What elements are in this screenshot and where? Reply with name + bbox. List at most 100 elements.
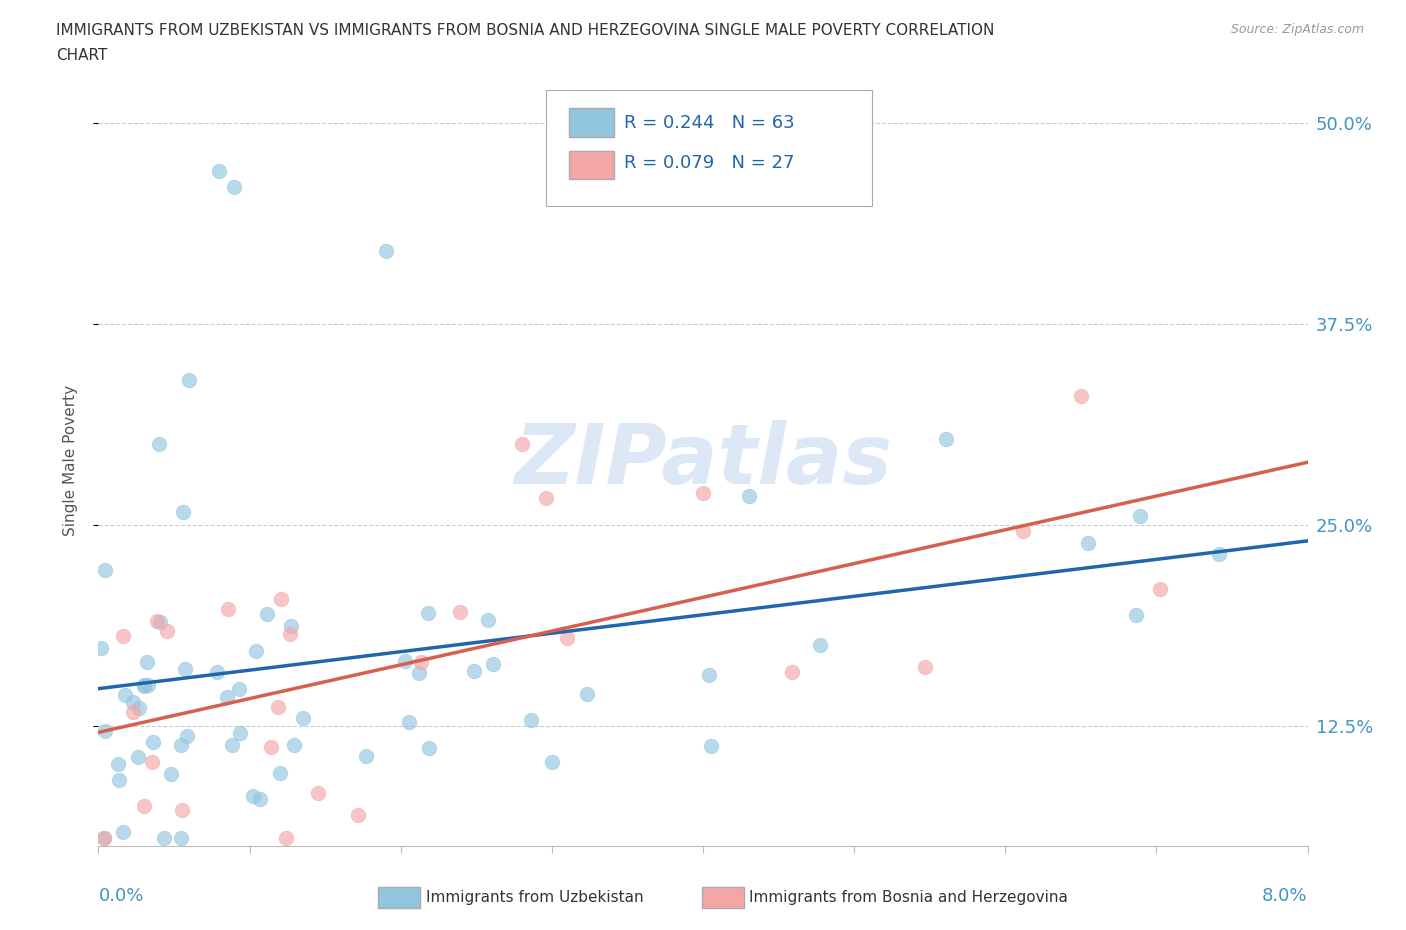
Point: [1011, 524, 1033, 538]
Point: [179, 373, 201, 388]
Y-axis label: Single Male Poverty: Single Male Poverty: [63, 385, 77, 536]
Point: [112, 629, 135, 644]
Point: [738, 488, 761, 503]
Text: Immigrants from Bosnia and Herzegovina: Immigrants from Bosnia and Herzegovina: [749, 890, 1069, 905]
Point: [541, 755, 564, 770]
Point: [1208, 546, 1230, 561]
Point: [132, 679, 155, 694]
Point: [107, 757, 129, 772]
Text: R = 0.079   N = 27: R = 0.079 N = 27: [624, 154, 794, 172]
Point: [700, 738, 723, 753]
Point: [149, 615, 172, 630]
FancyBboxPatch shape: [569, 151, 613, 179]
Point: [90, 641, 112, 656]
Point: [267, 699, 290, 714]
Point: [534, 490, 557, 505]
Point: [94, 563, 117, 578]
Point: [408, 665, 430, 680]
Point: [449, 604, 471, 619]
Point: [256, 606, 278, 621]
Point: [208, 164, 231, 179]
Point: [122, 705, 145, 720]
Text: Source: ZipAtlas.com: Source: ZipAtlas.com: [1230, 23, 1364, 36]
Point: [394, 653, 416, 668]
Point: [153, 830, 176, 845]
Point: [411, 655, 433, 670]
Point: [173, 661, 195, 676]
Point: [215, 690, 238, 705]
Point: [156, 623, 179, 638]
Point: [283, 737, 305, 752]
Point: [280, 618, 302, 633]
Point: [418, 740, 440, 755]
Point: [519, 712, 541, 727]
Point: [1129, 508, 1152, 523]
Point: [1149, 582, 1171, 597]
Point: [132, 798, 155, 813]
Point: [170, 737, 193, 752]
Point: [307, 786, 329, 801]
Point: [260, 739, 283, 754]
Point: [269, 765, 291, 780]
Point: [128, 700, 150, 715]
Point: [575, 686, 598, 701]
Point: [477, 613, 499, 628]
Point: [935, 432, 957, 446]
Point: [224, 179, 246, 194]
Point: [217, 602, 239, 617]
Point: [136, 654, 159, 669]
Point: [93, 830, 115, 845]
Point: [808, 638, 831, 653]
Point: [1077, 535, 1099, 550]
Point: [148, 437, 170, 452]
Point: [228, 682, 250, 697]
Point: [416, 605, 439, 620]
Point: [692, 485, 714, 500]
Point: [221, 737, 243, 752]
Point: [146, 614, 169, 629]
Point: [122, 694, 145, 709]
Point: [510, 437, 533, 452]
Point: [229, 726, 252, 741]
Point: [292, 711, 315, 725]
Point: [782, 664, 804, 679]
Point: [347, 807, 370, 822]
Point: [697, 668, 720, 683]
Text: CHART: CHART: [56, 48, 108, 63]
Text: 0.0%: 0.0%: [98, 886, 143, 905]
Point: [274, 830, 297, 845]
Text: Immigrants from Uzbekistan: Immigrants from Uzbekistan: [426, 890, 644, 905]
Point: [136, 677, 159, 692]
Point: [160, 766, 183, 781]
Text: ZIPatlas: ZIPatlas: [515, 419, 891, 501]
Point: [93, 830, 115, 845]
Point: [914, 659, 936, 674]
Point: [482, 657, 505, 671]
Point: [249, 791, 271, 806]
Point: [172, 803, 194, 817]
Point: [132, 678, 155, 693]
Text: IMMIGRANTS FROM UZBEKISTAN VS IMMIGRANTS FROM BOSNIA AND HERZEGOVINA SINGLE MALE: IMMIGRANTS FROM UZBEKISTAN VS IMMIGRANTS…: [56, 23, 994, 38]
Point: [111, 824, 134, 839]
Point: [114, 687, 136, 702]
Point: [176, 728, 198, 743]
Point: [141, 754, 163, 769]
Point: [270, 591, 292, 606]
Point: [1125, 607, 1147, 622]
Point: [170, 830, 193, 845]
Point: [398, 714, 420, 729]
Point: [280, 627, 302, 642]
Text: 8.0%: 8.0%: [1263, 886, 1308, 905]
Point: [108, 772, 131, 787]
Point: [205, 665, 228, 680]
Text: R = 0.244   N = 63: R = 0.244 N = 63: [624, 114, 794, 132]
Point: [245, 643, 267, 658]
Point: [172, 505, 194, 520]
Point: [374, 244, 396, 259]
Point: [463, 663, 485, 678]
Point: [127, 750, 149, 764]
FancyBboxPatch shape: [569, 109, 613, 137]
Point: [142, 735, 165, 750]
Point: [354, 749, 377, 764]
Point: [242, 789, 264, 804]
